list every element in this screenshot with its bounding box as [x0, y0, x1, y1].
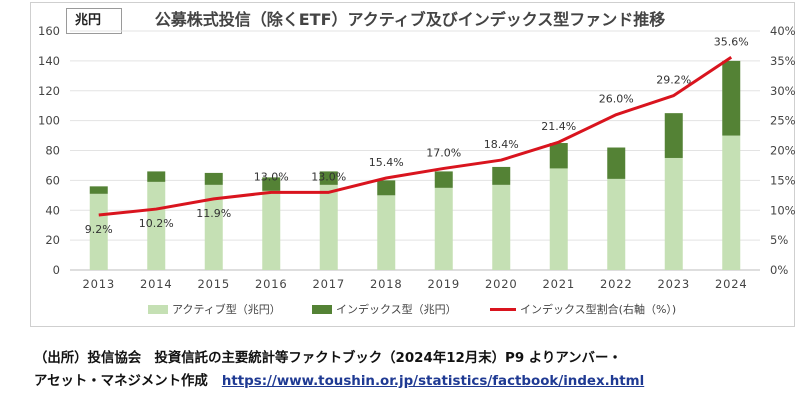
ratio-data-label: 18.4% [484, 138, 519, 151]
bar-active [89, 193, 108, 270]
bar-index [262, 177, 281, 191]
y-right-tick-label: 20% [770, 144, 796, 158]
y-left-tick-label: 20 [45, 233, 60, 247]
y-left-tick-label: 0 [53, 263, 60, 277]
y-left-tick-label: 40 [45, 203, 60, 217]
ratio-data-label: 13.0% [254, 170, 289, 183]
y-right-tick-label: 15% [770, 173, 796, 187]
y-right-tick-label: 25% [770, 114, 796, 128]
x-tick-label: 2024 [715, 277, 747, 291]
legend-label-ratio: インデックス型割合(右軸（%）) [520, 303, 677, 316]
bar-active [319, 184, 338, 270]
x-tick-label: 2014 [140, 277, 172, 291]
bar-index [377, 180, 396, 196]
y-left-tick-label: 140 [38, 54, 60, 68]
ratio-data-label: 9.2% [85, 223, 113, 236]
bar-active [204, 184, 223, 270]
source-note: （出所）投信協会 投資信託の主要統計等ファクトブック（2024年12月末）P9 … [34, 347, 794, 393]
bar-index [664, 113, 683, 158]
bar-active [377, 195, 396, 270]
chart-title: 公募株式投信（除くETF）アクティブ及びインデックス型ファンド推移 [154, 10, 666, 29]
x-tick-label: 2022 [600, 277, 632, 291]
bar-index [204, 172, 223, 185]
bar-active [262, 190, 281, 270]
x-tick-label: 2017 [313, 277, 345, 291]
y-right-tick-label: 0% [770, 263, 788, 277]
x-tick-label: 2013 [83, 277, 115, 291]
ratio-data-label: 21.4% [541, 120, 576, 133]
ratio-data-label: 13.0% [311, 170, 346, 183]
bar-active [664, 157, 683, 270]
ratio-data-label: 26.0% [599, 93, 634, 106]
legend-label-active: アクティブ型（兆円） [172, 303, 281, 316]
ratio-data-label: 35.6% [714, 35, 749, 48]
chart-legend: アクティブ型（兆円） インデックス型（兆円） インデックス型割合(右軸（%）) [0, 301, 800, 319]
source-line-2: アセット・マネジメント作成 https://www.toushin.or.jp/… [34, 370, 794, 393]
x-tick-label: 2018 [370, 277, 402, 291]
legend-item-active: アクティブ型（兆円） [148, 301, 281, 317]
y-left-tick-label: 120 [38, 84, 60, 98]
legend-swatch-ratio [490, 307, 516, 311]
y-right-tick-label: 35% [770, 54, 796, 68]
ratio-data-label: 11.9% [196, 207, 231, 220]
bar-index [319, 171, 338, 185]
ratio-data-label: 15.4% [369, 156, 404, 169]
bar-active [434, 187, 453, 270]
x-tick-label: 2015 [198, 277, 230, 291]
y-left-tick-label: 100 [38, 114, 60, 128]
y-right-tick-label: 40% [770, 24, 796, 38]
bar-index [434, 171, 453, 188]
legend-label-index: インデックス型（兆円） [336, 303, 457, 316]
legend-item-ratio: インデックス型割合(右軸（%）) [490, 301, 676, 317]
bar-index [89, 186, 108, 194]
y-right-tick-label: 10% [770, 203, 796, 217]
bar-active [722, 135, 741, 270]
legend-item-index: インデックス型（兆円） [312, 301, 457, 317]
bar-index [492, 166, 511, 185]
bar-index [722, 60, 741, 136]
ratio-line [98, 56, 733, 217]
x-tick-label: 2016 [255, 277, 287, 291]
legend-swatch-index [312, 304, 332, 314]
chart-plot-area: 0 0% 20 5% 40 10% 60 15% 80 20% 100 25% 120 30% 140 35%… [38, 24, 796, 291]
bar-active [549, 168, 568, 270]
y-right-tick-label: 5% [770, 233, 788, 247]
bar-active [147, 181, 166, 270]
source-link[interactable]: https://www.toushin.or.jp/statistics/fac… [221, 374, 645, 389]
y-left-tick-label: 60 [45, 173, 60, 187]
unit-label: 兆円 [66, 8, 122, 34]
bar-index [549, 143, 568, 169]
source-line-1: （出所）投信協会 投資信託の主要統計等ファクトブック（2024年12月末）P9 … [34, 351, 622, 366]
bar-active [492, 184, 511, 270]
bar-index [607, 147, 626, 179]
ratio-data-label: 29.2% [656, 74, 691, 87]
source-author: アセット・マネジメント作成 [34, 374, 208, 389]
y-right-tick-label: 30% [770, 84, 796, 98]
legend-swatch-active [148, 304, 168, 314]
y-left-tick-label: 80 [45, 144, 60, 158]
x-tick-label: 2020 [485, 277, 517, 291]
x-tick-label: 2019 [428, 277, 460, 291]
bar-index [147, 171, 166, 182]
y-left-tick-label: 160 [38, 24, 60, 38]
ratio-data-label: 10.2% [139, 217, 174, 230]
bar-active [607, 178, 626, 270]
ratio-data-label: 17.0% [426, 146, 461, 159]
x-tick-label: 2021 [543, 277, 575, 291]
x-tick-label: 2023 [658, 277, 690, 291]
